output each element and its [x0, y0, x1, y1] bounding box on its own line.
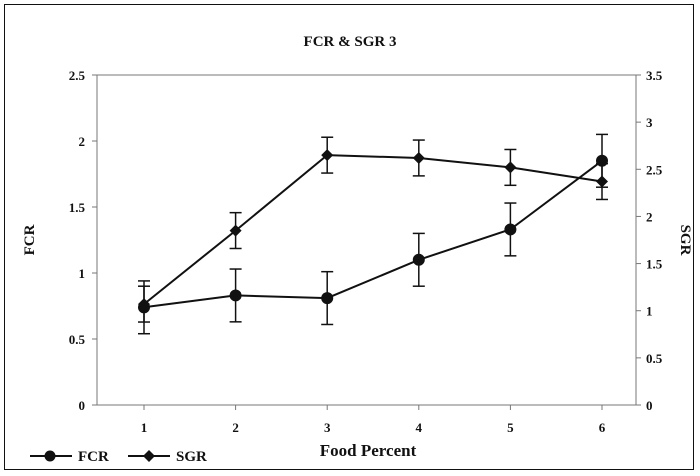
legend-fcr-label: FCR: [78, 449, 109, 465]
x-tick-label: 1: [141, 420, 148, 435]
x-axis: 1 2 3 4 5 6: [141, 405, 606, 435]
right-y-tick-label: 1.5: [646, 257, 663, 272]
left-y-axis: 0 0.5 1 1.5 2 2.5: [69, 68, 97, 413]
fcr-point: [229, 289, 242, 302]
right-y-tick-label: 2.5: [646, 162, 663, 177]
sgr-line: [143, 154, 603, 305]
right-y-tick-label: 3: [646, 115, 653, 130]
right-y-tick-label: 0: [646, 398, 653, 413]
plot-border: [96, 74, 637, 406]
left-y-tick-label: 1.5: [69, 200, 86, 215]
y-axis-label-left: FCR: [22, 224, 38, 255]
sgr-point: [138, 298, 150, 311]
series-layer: [138, 133, 608, 335]
x-tick-label: 6: [599, 420, 606, 435]
legend-item-sgr: SGR: [128, 449, 207, 465]
legend-fcr-marker: [44, 450, 56, 462]
chart-frame: [4, 4, 694, 470]
x-axis-label: Food Percent: [320, 441, 417, 460]
sgr-point: [321, 149, 334, 162]
x-tick-label: 3: [324, 420, 331, 435]
fcr-line: [143, 159, 603, 309]
legend-sgr-marker: [143, 450, 155, 462]
fcr-point: [504, 223, 517, 236]
left-y-tick-label: 1: [79, 266, 86, 281]
left-y-tick-label: 2: [79, 134, 86, 149]
left-y-tick-label: 0: [79, 398, 86, 413]
legend-item-fcr: FCR: [30, 449, 109, 465]
series-sgr: [138, 136, 608, 323]
sgr-point: [504, 161, 517, 174]
x-tick-label: 5: [507, 420, 514, 435]
right-y-tick-label: 3.5: [646, 68, 663, 83]
sgr-point: [412, 151, 425, 164]
fcr-point: [412, 253, 425, 266]
fcr-point: [321, 292, 334, 305]
left-y-tick-label: 2.5: [69, 68, 86, 83]
right-y-tick-label: 1: [646, 304, 653, 319]
right-y-tick-label: 2: [646, 209, 653, 224]
legend: FCR SGR: [30, 449, 207, 465]
y-axis-label-right: SGR: [677, 225, 693, 256]
x-tick-label: 2: [232, 420, 239, 435]
series-fcr: [138, 133, 608, 335]
left-y-tick-label: 0.5: [69, 332, 86, 347]
legend-sgr-label: SGR: [176, 449, 207, 465]
plot-area: [96, 74, 637, 406]
x-tick-label: 4: [416, 420, 423, 435]
right-y-axis: 0 0.5 1 1.5 2 2.5 3 3.5: [636, 68, 663, 413]
sgr-point: [229, 224, 242, 237]
sgr-point: [596, 175, 608, 188]
chart-title: FCR & SGR 3: [304, 34, 397, 50]
right-y-tick-label: 0.5: [646, 351, 663, 366]
